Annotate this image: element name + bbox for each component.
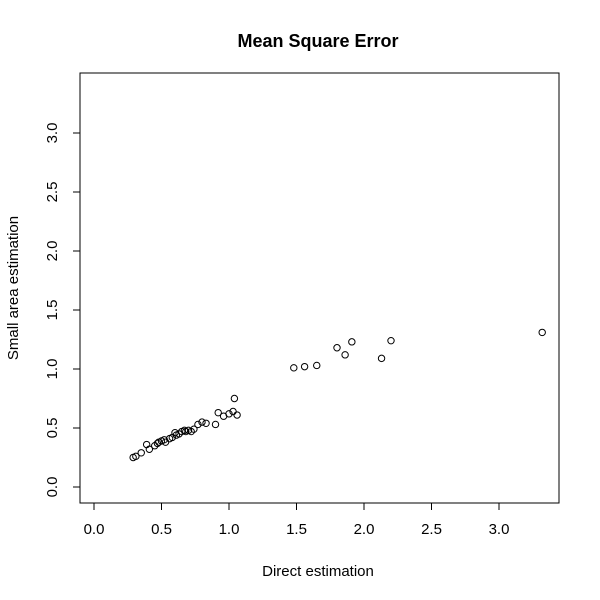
y-tick-label: 2.5: [44, 182, 61, 203]
data-point: [137, 449, 145, 457]
x-tick-label: 2.5: [421, 521, 442, 538]
x-tick-label: 0.0: [84, 521, 105, 538]
y-tick-label: 0.0: [44, 477, 61, 498]
x-tick-label: 2.0: [354, 521, 375, 538]
data-point: [225, 410, 233, 418]
data-point: [190, 425, 198, 433]
data-point: [348, 338, 356, 346]
x-tick-label: 3.0: [489, 521, 510, 538]
plot-frame: [79, 72, 560, 504]
data-point: [290, 364, 298, 372]
y-tick-label: 0.5: [44, 418, 61, 439]
data-point: [233, 411, 241, 419]
data-point: [300, 362, 309, 371]
x-tick-label: 0.5: [151, 521, 172, 538]
data-point: [214, 408, 222, 417]
y-tick-label: 1.0: [44, 359, 61, 380]
y-tick-label: 2.0: [44, 241, 61, 262]
data-point: [202, 419, 210, 427]
y-axis-label: Small area estimation: [5, 216, 22, 360]
data-point: [230, 394, 239, 403]
data-point: [180, 426, 189, 435]
x-tick-label: 1.5: [286, 521, 307, 538]
data-point: [145, 445, 154, 453]
y-tick-label: 3.0: [44, 123, 61, 144]
data-point: [132, 452, 140, 461]
data-points: [129, 328, 546, 462]
data-point: [198, 418, 206, 426]
data-point: [341, 351, 349, 359]
y-axis: 0.0 0.5 1.0 1.5 2.0 2.5 3.0: [44, 123, 81, 498]
x-axis: 0.0 0.5 1.0 1.5 2.0 2.5 3.0: [84, 502, 510, 538]
data-point: [313, 361, 321, 370]
data-point: [194, 420, 202, 429]
data-point: [153, 439, 162, 448]
x-tick-label: 1.0: [219, 521, 240, 538]
y-tick-label: 1.5: [44, 300, 61, 321]
data-point: [538, 328, 546, 337]
data-point: [377, 354, 386, 363]
data-point: [333, 344, 341, 352]
data-point: [387, 336, 395, 345]
chart-title: Mean Square Error: [237, 31, 398, 51]
x-axis-label: Direct estimation: [262, 563, 374, 580]
data-point: [211, 420, 220, 429]
